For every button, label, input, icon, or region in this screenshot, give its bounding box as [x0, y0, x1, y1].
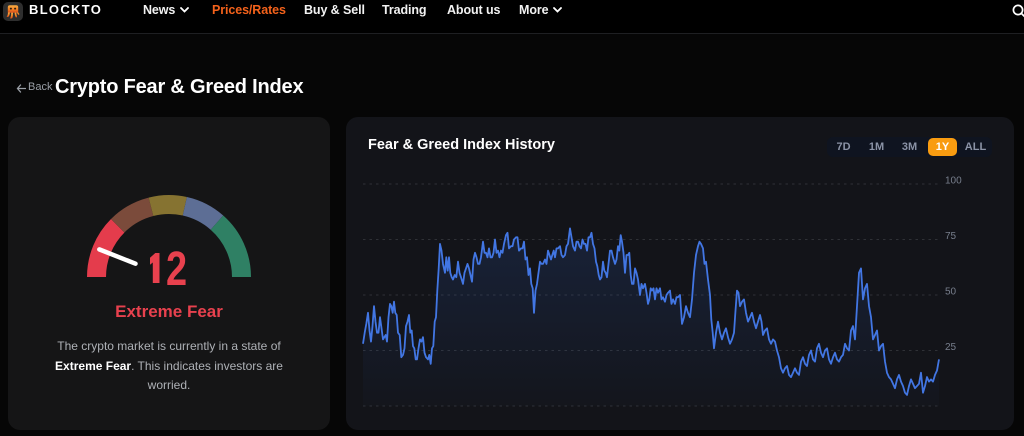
svg-text:50: 50	[945, 287, 957, 298]
svg-text:25: 25	[945, 342, 957, 353]
svg-text:75: 75	[945, 231, 957, 242]
svg-text:100: 100	[945, 176, 962, 187]
